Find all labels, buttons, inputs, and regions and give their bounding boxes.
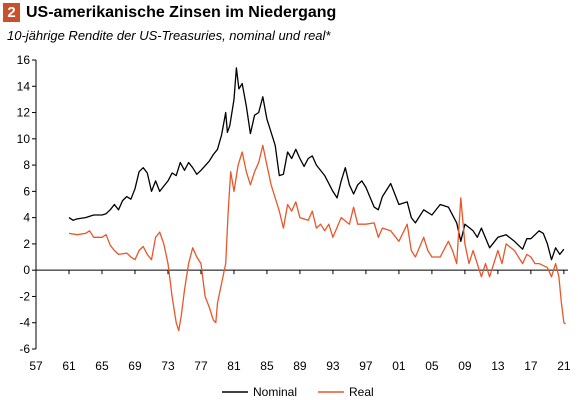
x-tick-label: 89 <box>293 359 307 373</box>
series-line-nominal <box>68 67 565 261</box>
y-tick-label: 4 <box>23 211 30 225</box>
y-axis: -6 -4 -2 0 2 4 6 8 10 12 14 16 <box>17 53 37 356</box>
y-tick-label: 12 <box>17 106 31 120</box>
legend-item-real: Real <box>318 385 374 399</box>
series-layer <box>68 67 566 332</box>
x-tick-label: 01 <box>392 359 406 373</box>
x-tick-label: 97 <box>359 359 373 373</box>
y-tick-label: -2 <box>19 289 30 303</box>
y-tick-label: -6 <box>19 342 30 356</box>
chart-number-badge: 2 <box>3 3 20 22</box>
series-line-real <box>68 144 566 332</box>
x-tick-label: 09 <box>458 359 472 373</box>
x-tick-label: 61 <box>62 359 76 373</box>
legend-label: Real <box>349 385 374 399</box>
y-tick-label: 2 <box>23 237 30 251</box>
chart-title: US-amerikanische Zinsen im Niedergang <box>26 4 337 21</box>
y-tick-label: 16 <box>17 53 31 67</box>
x-tick-label: 57 <box>29 359 43 373</box>
y-tick-label: 14 <box>17 79 31 93</box>
x-tick-label: 65 <box>95 359 109 373</box>
y-tick-label: 10 <box>17 132 31 146</box>
legend-label: Nominal <box>253 385 297 399</box>
x-tick-label: 73 <box>161 359 175 373</box>
x-axis: 57 61 65 69 73 77 81 85 89 93 97 01 05 09 13 17 21 <box>29 269 571 373</box>
chart-subtitle: 10-jährige Rendite der US-Treasuries, no… <box>7 28 331 43</box>
x-tick-label: 17 <box>524 359 538 373</box>
y-tick-label: 8 <box>23 158 30 172</box>
legend-item-nominal: Nominal <box>222 385 297 399</box>
legend: Nominal Real <box>222 385 374 399</box>
x-tick-label: 77 <box>194 359 208 373</box>
x-tick-label: 93 <box>326 359 340 373</box>
x-tick-label: 69 <box>128 359 142 373</box>
x-tick-label: 21 <box>557 359 571 373</box>
y-tick-label: 6 <box>23 184 30 198</box>
x-tick-label: 85 <box>260 359 274 373</box>
x-tick-label: 81 <box>227 359 241 373</box>
y-tick-label: 0 <box>23 263 30 277</box>
x-tick-label: 13 <box>491 359 505 373</box>
y-tick-label: -4 <box>19 316 30 330</box>
x-tick-label: 05 <box>425 359 439 373</box>
